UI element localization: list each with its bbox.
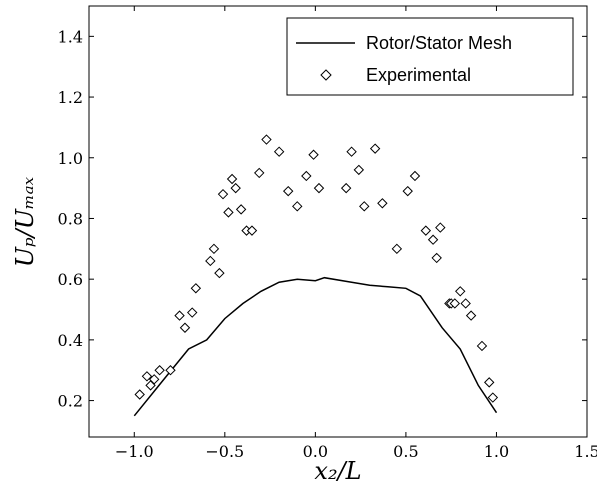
y-axis-ticks: 0.2 0.4 0.6 0.8 1.0 1.2 1.4 bbox=[58, 27, 587, 411]
experimental-point bbox=[359, 201, 370, 212]
experimental-point bbox=[217, 188, 229, 200]
experimental-point bbox=[190, 283, 202, 294]
legend-label-rotor-stator-mesh: Rotor/Stator Mesh bbox=[366, 33, 512, 53]
y-tick-label: 0.4 bbox=[58, 331, 83, 350]
experimental-point bbox=[449, 298, 461, 309]
experimental-point bbox=[308, 149, 319, 160]
legend-label-experimental: Experimental bbox=[366, 65, 471, 85]
experimental-point bbox=[487, 392, 499, 403]
plot-frame bbox=[88, 5, 588, 438]
experimental-point bbox=[208, 243, 220, 255]
experimental-point bbox=[165, 365, 176, 376]
y-tick-label: 0.8 bbox=[58, 209, 83, 228]
experimental-point bbox=[431, 252, 442, 264]
x-axis-label: x₂/L bbox=[314, 457, 361, 485]
experimental-point bbox=[282, 185, 294, 197]
legend: Rotor/Stator Mesh Experimental bbox=[286, 17, 574, 96]
series-experimental bbox=[134, 134, 499, 403]
experimental-point bbox=[134, 389, 145, 400]
experimental-point bbox=[377, 198, 388, 209]
experimental-point bbox=[235, 204, 247, 215]
experimental-point bbox=[226, 173, 238, 185]
x-tick-label: 1.0 bbox=[484, 442, 509, 461]
experimental-point bbox=[484, 377, 495, 388]
experimental-point bbox=[148, 374, 160, 385]
x-tick-label: 0.5 bbox=[393, 442, 418, 461]
series-rotor-stator-mesh bbox=[133, 276, 498, 417]
experimental-point bbox=[179, 322, 191, 333]
y-tick-label: 1.0 bbox=[58, 149, 83, 168]
x-tick-label: −0.5 bbox=[205, 442, 244, 461]
experimental-point bbox=[346, 146, 357, 157]
experimental-point bbox=[214, 267, 225, 279]
x-tick-label: 0.0 bbox=[303, 442, 328, 461]
legend-box bbox=[286, 17, 574, 96]
experimental-point bbox=[455, 286, 466, 297]
experimental-point bbox=[301, 170, 312, 182]
experimental-point bbox=[409, 170, 421, 182]
experimental-point bbox=[353, 164, 365, 176]
experimental-point bbox=[254, 167, 265, 179]
experimental-point bbox=[402, 185, 413, 197]
experimental-point bbox=[246, 225, 258, 236]
experimental-point bbox=[141, 371, 153, 382]
x-tick-label: 1.5 bbox=[574, 442, 597, 461]
line-rotor-stator-mesh bbox=[133, 276, 498, 417]
y-tick-label: 1.4 bbox=[58, 27, 83, 46]
experimental-point bbox=[273, 146, 285, 157]
experimental-point bbox=[420, 225, 432, 236]
experimental-point bbox=[154, 365, 165, 376]
experimental-point bbox=[427, 234, 439, 245]
experimental-point bbox=[476, 340, 488, 352]
experimental-point bbox=[223, 207, 234, 218]
legend-diamond-swatch bbox=[320, 69, 332, 81]
experimental-point bbox=[313, 182, 325, 194]
experimental-point bbox=[340, 182, 352, 194]
experimental-point bbox=[391, 243, 403, 255]
x-tick-label: −1.0 bbox=[115, 442, 154, 461]
experimental-point bbox=[465, 310, 477, 321]
x-axis-ticks: −1.0 −0.5 0.0 0.5 1.0 1.5 bbox=[115, 6, 597, 461]
y-tick-label: 0.6 bbox=[58, 270, 83, 289]
y-axis-label: Uₚ/Uₘₐₓ bbox=[11, 176, 39, 267]
experimental-point bbox=[205, 255, 216, 267]
y-tick-label: 0.2 bbox=[58, 392, 83, 411]
experimental-point bbox=[292, 201, 303, 212]
experimental-point bbox=[187, 307, 198, 318]
experimental-point bbox=[174, 310, 185, 321]
experimental-point bbox=[435, 222, 446, 233]
experimental-point bbox=[261, 134, 272, 145]
experimental-point bbox=[369, 143, 381, 154]
experimental-point bbox=[460, 298, 471, 309]
y-tick-label: 1.2 bbox=[58, 88, 83, 107]
experimental-point bbox=[230, 182, 241, 194]
